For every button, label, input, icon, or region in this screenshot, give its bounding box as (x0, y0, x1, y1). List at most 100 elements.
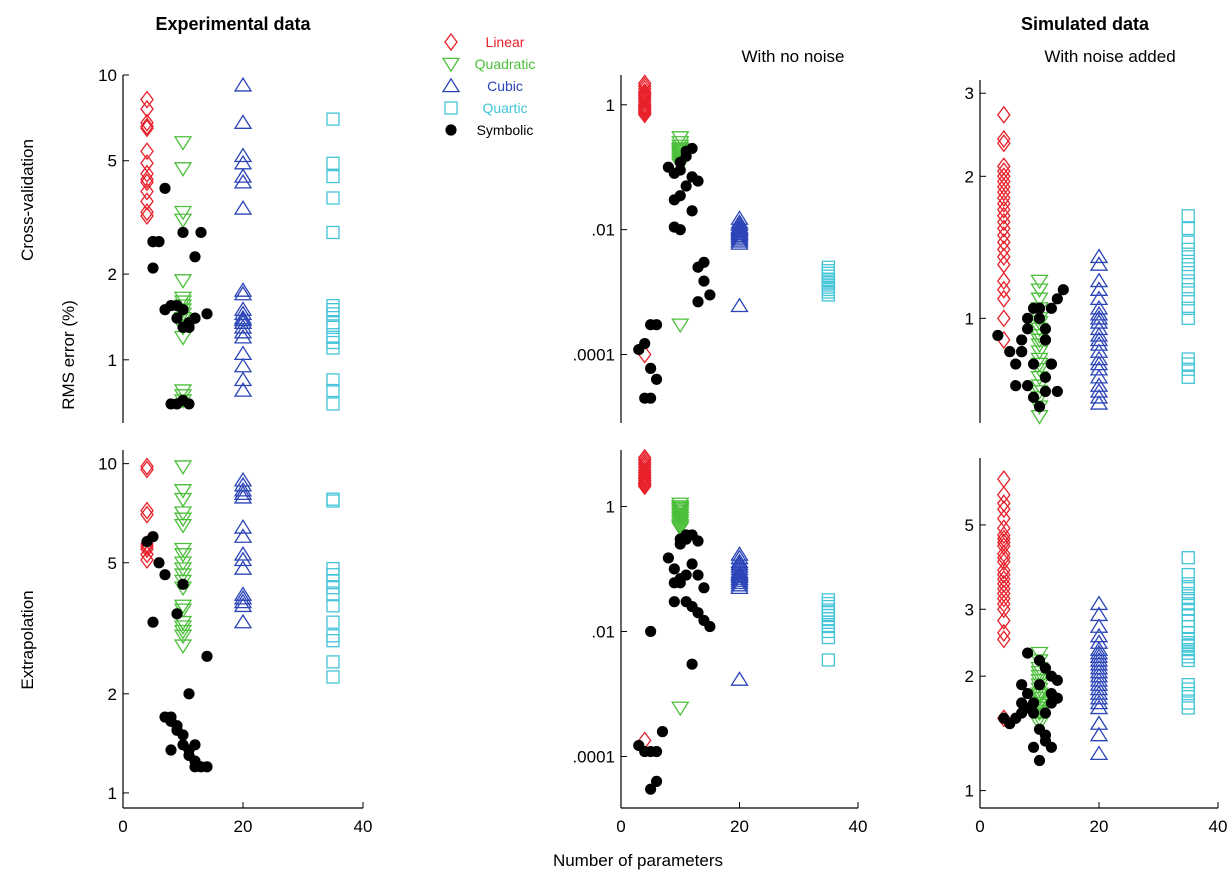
y-tick-label: .0001 (572, 747, 615, 766)
data-point-symbolic (1045, 302, 1057, 314)
data-point-quartic (326, 373, 340, 387)
data-point-linear (996, 177, 1011, 196)
data-point-quartic (821, 285, 836, 299)
series-cubic (233, 471, 253, 629)
data-point-symbolic (1027, 358, 1040, 370)
data-point-linear (140, 113, 154, 132)
data-point-symbolic (692, 296, 704, 308)
data-point-quadratic (1030, 274, 1049, 290)
data-point-linear (637, 473, 652, 492)
series-cubic (1089, 248, 1109, 410)
data-point-cubic (233, 488, 253, 504)
data-point-symbolic (686, 558, 698, 570)
y-tick-label: .0001 (572, 346, 615, 365)
x-tick-label: 20 (1090, 817, 1109, 836)
data-point-cubic (730, 232, 749, 248)
data-point-cubic (1089, 644, 1109, 660)
data-point-cubic (1089, 281, 1109, 296)
row-label-extrapolation: Extrapolation (18, 590, 37, 689)
data-point-linear (996, 485, 1011, 504)
data-point-linear (996, 594, 1011, 613)
panel-sim-ext-noise: 0 20 40 1 2 3 5 (965, 458, 1227, 836)
data-point-symbolic (171, 312, 183, 324)
legend-label-quadratic: Quadratic (475, 56, 536, 72)
data-point-cubic (233, 318, 253, 334)
x-tick-label: 40 (354, 817, 373, 836)
data-point-linear (996, 589, 1011, 608)
data-point-linear (996, 561, 1011, 580)
data-point-symbolic (650, 775, 663, 787)
data-point-quartic (1181, 357, 1195, 371)
data-point-quartic (1181, 235, 1195, 249)
data-point-symbolic (674, 577, 686, 589)
data-point-cubic (233, 168, 253, 183)
data-point-quartic (1181, 311, 1195, 325)
y-tick-label: 5 (965, 516, 974, 535)
data-point-cubic (1089, 634, 1109, 649)
data-point-quartic (1181, 362, 1195, 376)
data-point-symbolic (1039, 735, 1052, 747)
data-point-linear (637, 100, 652, 119)
data-point-linear (996, 200, 1011, 219)
data-point-linear (637, 467, 652, 486)
data-point-cubic (1089, 641, 1109, 656)
data-point-quadratic (671, 506, 690, 521)
data-point-quartic (326, 307, 340, 321)
data-point-quadratic (671, 521, 690, 537)
data-point-symbolic (189, 312, 201, 324)
y-tick-label: 1 (108, 351, 117, 370)
data-point-linear (996, 129, 1011, 149)
series-cubic (1089, 595, 1109, 761)
data-point-quadratic (173, 629, 193, 645)
data-point-symbolic (686, 205, 698, 217)
data-point-cubic (1089, 618, 1109, 633)
data-point-linear (637, 101, 652, 120)
data-point-cubic (1089, 388, 1109, 404)
data-point-symbolic (639, 392, 651, 404)
data-point-cubic (1089, 290, 1109, 306)
series-cubic (730, 546, 749, 686)
data-point-cubic (730, 576, 749, 592)
series-linear (140, 457, 154, 570)
data-point-cubic (233, 382, 253, 397)
series-quartic (1181, 551, 1195, 715)
y-tick-label: 1 (965, 782, 974, 801)
data-point-symbolic (1039, 662, 1052, 674)
data-point-cubic (730, 230, 749, 246)
series-quartic (821, 593, 836, 667)
data-point-quadratic (173, 599, 193, 615)
data-point-cubic (1089, 248, 1109, 264)
data-point-symbolic (1039, 385, 1052, 397)
series-symbolic (633, 142, 716, 404)
data-point-cubic (730, 579, 749, 595)
data-point-linear (996, 172, 1011, 191)
data-point-linear (637, 463, 652, 482)
data-point-linear (996, 600, 1011, 619)
data-point-cubic (233, 551, 253, 567)
data-point-quartic (1181, 551, 1195, 565)
data-point-symbolic (662, 552, 674, 564)
data-point-quartic (1181, 686, 1195, 701)
data-point-symbolic (1051, 385, 1063, 397)
series-quartic (326, 112, 340, 411)
data-point-cubic (233, 114, 253, 129)
series-quartic (326, 492, 340, 684)
data-point-cubic (233, 528, 253, 543)
data-point-quartic (1181, 567, 1195, 582)
data-point-cubic (233, 200, 253, 215)
data-point-symbolic (686, 142, 698, 155)
data-point-symbolic (183, 688, 195, 700)
data-point-quartic (1181, 250, 1195, 264)
data-point-cubic (233, 593, 253, 609)
data-point-quadratic (671, 520, 690, 535)
subtitle-noise-added: With noise added (1044, 47, 1175, 66)
y-tick-label: 2 (108, 685, 117, 704)
data-point-quartic (326, 383, 340, 398)
data-point-cubic (233, 476, 253, 492)
legend-square-icon (444, 101, 458, 115)
series-symbolic (633, 529, 716, 795)
data-point-quartic (326, 191, 340, 205)
data-point-symbolic (645, 625, 657, 638)
data-point-linear (637, 477, 652, 496)
data-point-symbolic (1004, 346, 1016, 358)
